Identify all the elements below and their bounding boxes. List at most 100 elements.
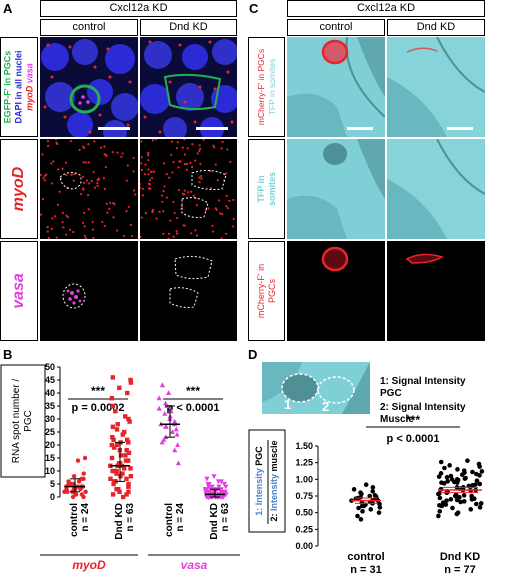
panel-c-col-control: control [287,19,385,36]
myod-spot [165,196,168,199]
myod-spot [96,182,99,185]
myod-spot [161,200,164,203]
myod-spot [70,173,73,176]
b-data-point [175,442,181,447]
d-data-point [358,490,363,495]
myod-spot [141,194,144,197]
myod-spot [221,213,224,216]
b-data-point [125,390,130,396]
myod-spot [140,162,143,165]
myod-spot [84,236,87,239]
d-data-point [367,493,373,499]
d-ytick-label: 1.25 [295,458,313,468]
d-data-point [360,509,365,514]
myod-spot [83,211,86,214]
myod-spot [65,233,68,236]
b-sig2: *** [186,384,200,398]
myod-spot [163,185,166,188]
d-data-point [370,489,376,494]
myod-spot [93,140,96,143]
d-data-point [455,467,460,472]
d-ylabel-bot-suffix: muscle [269,440,279,474]
myod-spot [147,168,150,171]
myod-spot [112,201,115,205]
myod-spot [66,216,69,219]
d-data-point [437,509,443,514]
myod-spot [125,179,128,182]
myod-spot [132,189,136,192]
d-data-point [450,505,455,511]
b-data-point [165,390,172,395]
myod-spot [57,168,60,171]
myod-spot [53,215,57,218]
b-data-point [215,479,222,485]
b-data-point [173,426,179,432]
myod-spot [81,187,85,190]
d-data-point [436,474,442,479]
panel-c-header: Cxcl12a KD [287,0,485,17]
myod-spot [200,177,203,180]
b-ytick-label: 15 [45,453,55,463]
b-group-myod: myoD [72,558,106,572]
myod-spot [176,141,179,144]
b-data-point [73,492,79,497]
myod-spot [217,199,221,202]
b-data-point [126,440,131,445]
myod-spot [175,232,179,235]
d-data-point [442,465,447,471]
svg-text:1: Intensity PGC: 1: Intensity PGC [254,446,264,516]
d-legend-1: 1: Signal Intensity PGC [380,376,466,399]
myod-spot [103,224,106,228]
b-ytick-label: 5 [50,479,55,489]
myod-spot [111,151,114,154]
myod-spot [85,161,88,164]
b-data-point [121,466,127,471]
d-data-point [447,463,452,468]
d-data-point [474,478,480,483]
myod-row-label: myoD [10,166,27,212]
scale-bar [196,127,228,130]
myod-spot [103,187,106,190]
b-group-vasa: vasa [181,558,208,572]
b-data-point [126,450,132,455]
myod-spot [81,175,85,178]
myod-spot [61,167,64,170]
myod-spot [50,227,53,230]
d-data-point [445,479,450,484]
myod-spot [195,203,198,207]
myod-spot [232,217,235,220]
myod-spot [120,155,123,158]
myod-spot [88,182,91,185]
myod-spot [198,149,201,153]
myod-spot [79,192,83,196]
myod-spot [209,169,212,173]
b-ytick-label: 0 [50,492,55,502]
myod-spot [151,208,154,211]
myod-spot [127,205,130,208]
b-data-point [161,437,167,442]
myod-spot [147,154,150,157]
b-data-point [126,489,131,494]
myod-spot [219,212,222,215]
b-data-point [114,442,120,448]
myod-spot [81,221,85,224]
b-data-point [169,429,175,434]
myod-spot [87,143,90,146]
d-data-point [458,499,463,505]
d-ylabel-bot-word: Intensity [269,474,279,511]
d-ylabel-top-suffix: PGC [254,446,264,469]
myod-spot [190,190,193,193]
myod-spot [92,236,95,239]
myod-spot [177,188,181,192]
b-data-point [124,437,130,442]
myod-spot [52,160,55,163]
myod-spot [194,159,197,162]
b-data-point [110,403,116,409]
myod-spot [155,139,158,141]
b-category-label: control [69,503,80,537]
b-n-label: n = 63 [220,503,231,532]
myod-spot [140,235,142,238]
myod-spot [199,162,202,165]
c-dnd-mcherry-image [387,241,485,341]
myod-spot [202,139,205,141]
